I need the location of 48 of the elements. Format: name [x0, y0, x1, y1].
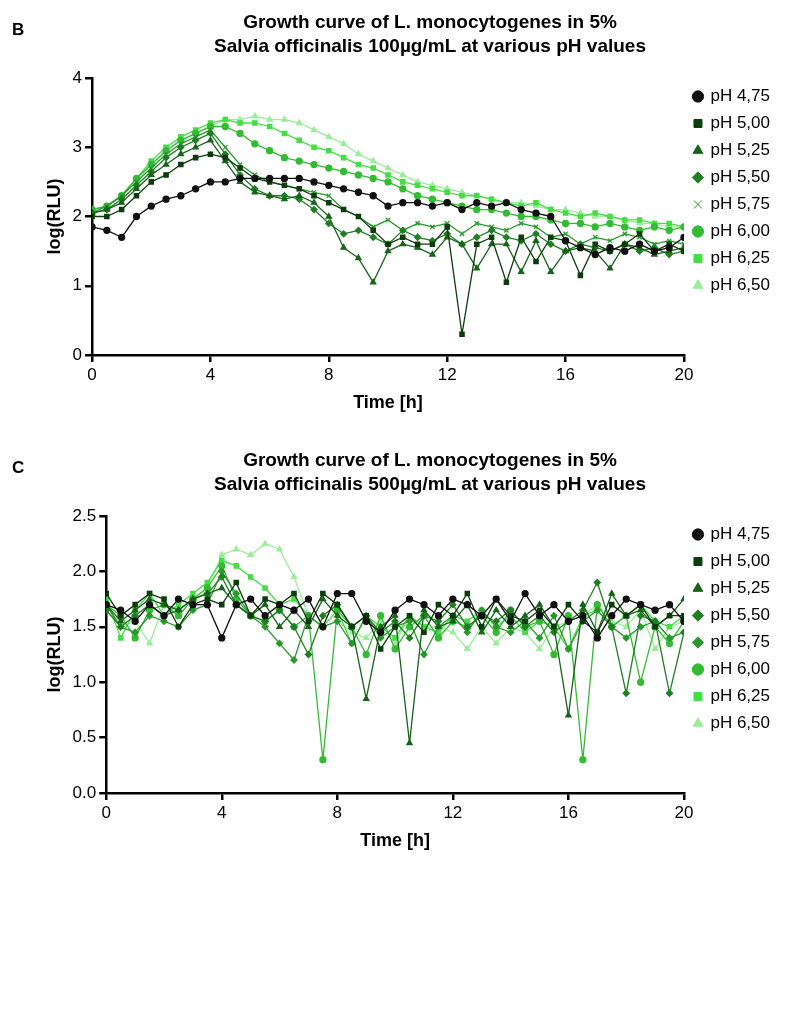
y-tick-label: 0.5: [72, 727, 97, 747]
chart-subtitle: Salvia officinalis 500µg/mL at various pH values: [214, 473, 646, 494]
legend-label: pH 5,50: [710, 605, 771, 625]
x-tick-label: 20: [674, 802, 694, 822]
legend-label: pH 6,50: [710, 713, 771, 733]
legend-label: pH 6,50: [710, 275, 771, 295]
legend-label: pH 6,25: [710, 686, 771, 706]
legend-label: pH 5,25: [710, 578, 771, 598]
y-tick-label: 1: [72, 275, 83, 295]
legend-label: pH 5,75: [710, 632, 771, 652]
legend-label: pH 5,25: [710, 140, 771, 160]
y-axis-title: log(RLU): [43, 178, 64, 255]
x-tick-label: 4: [205, 364, 216, 384]
x-tick-label: 0: [101, 802, 111, 822]
x-tick-label: 8: [332, 802, 343, 822]
y-tick-label: 1.0: [72, 671, 97, 691]
y-tick-label: 2.0: [72, 561, 97, 581]
legend-label: pH 6,00: [710, 659, 771, 679]
x-tick-label: 16: [558, 802, 578, 822]
legend-label: pH 5,50: [710, 167, 771, 187]
y-tick-label: 0: [72, 344, 83, 364]
x-tick-label: 12: [437, 364, 457, 384]
x-tick-label: 4: [217, 802, 227, 822]
y-tick-label: 2.5: [72, 505, 97, 525]
x-tick-label: 8: [324, 364, 334, 384]
legend-label: pH 5,00: [710, 113, 771, 133]
x-tick-label: 20: [674, 364, 694, 384]
legend-label: pH 6,00: [710, 221, 771, 241]
y-axis-title: log(RLU): [43, 616, 64, 693]
legend-label: pH 5,00: [710, 551, 771, 571]
x-tick-label: 16: [556, 364, 576, 384]
x-axis-title: Time [h]: [360, 830, 430, 851]
text: B: [12, 20, 25, 40]
legend-label: pH 6,25: [710, 248, 771, 268]
legend-label: pH 4,75: [710, 524, 771, 544]
y-tick-label: 2: [72, 206, 83, 226]
chart-title: Growth curve of L. monocytogenes in 5%: [243, 449, 617, 470]
y-tick-label: 0.0: [72, 782, 97, 802]
text: C: [12, 458, 25, 478]
legend-label: pH 4,75: [710, 86, 771, 106]
y-tick-label: 3: [72, 136, 83, 156]
x-axis-title: Time [h]: [353, 392, 423, 413]
y-tick-label: 4: [72, 67, 83, 87]
x-tick-label: 12: [443, 802, 463, 822]
chart-title: Growth curve of L. monocytogenes in 5%: [243, 11, 617, 32]
chart-subtitle: Salvia officinalis 100µg/mL at various pH values: [214, 35, 646, 56]
y-tick-label: 1.5: [72, 616, 97, 636]
legend-label: pH 5,75: [710, 194, 771, 214]
